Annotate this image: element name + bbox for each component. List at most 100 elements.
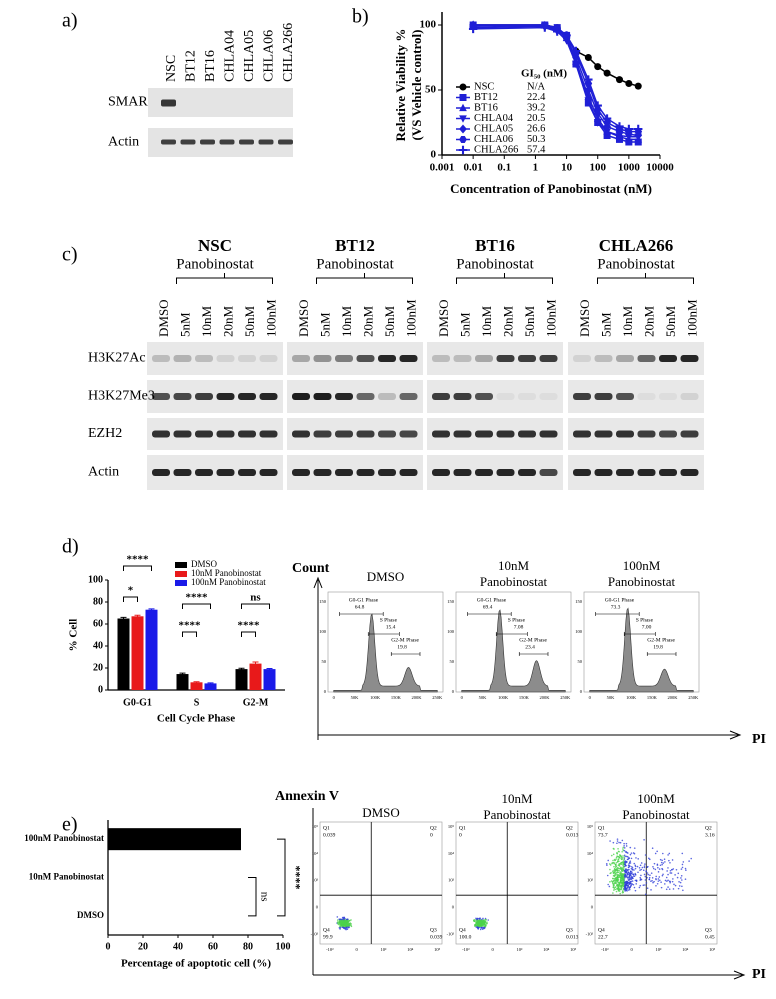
row-label: H3K27Me3 bbox=[88, 389, 155, 404]
event-dot bbox=[619, 871, 621, 873]
event-dot bbox=[622, 860, 625, 862]
band bbox=[161, 139, 176, 145]
event-dot bbox=[639, 879, 642, 881]
event-dot bbox=[667, 854, 669, 856]
event-dot bbox=[634, 867, 637, 870]
y-tick-label: 100 bbox=[447, 629, 455, 634]
event-dot bbox=[631, 873, 633, 875]
event-dot bbox=[628, 857, 630, 860]
event-dot bbox=[627, 866, 630, 869]
event-dot bbox=[484, 921, 487, 924]
significance-label: **** bbox=[289, 866, 303, 890]
quadrant-value: 0.039 bbox=[323, 832, 336, 838]
panel-label: d) bbox=[62, 536, 79, 558]
gate-value: 7.08 bbox=[514, 624, 524, 630]
event-dot bbox=[476, 918, 479, 921]
event-dot bbox=[616, 840, 619, 842]
x-tick-label: 50K bbox=[607, 695, 616, 700]
band bbox=[616, 430, 634, 438]
x-tick-label: 10³ bbox=[517, 947, 524, 952]
event-dot bbox=[613, 875, 616, 878]
quadrant-name: Q2 bbox=[705, 825, 712, 831]
band bbox=[195, 355, 213, 362]
panel-label: a) bbox=[62, 10, 78, 32]
event-dot bbox=[486, 922, 488, 925]
event-dot bbox=[675, 868, 678, 871]
y-tick-label: -10³ bbox=[586, 931, 594, 936]
event-dot bbox=[481, 926, 483, 929]
event-dot bbox=[654, 852, 657, 855]
event-dot bbox=[475, 922, 478, 924]
event-dot bbox=[619, 857, 621, 859]
band bbox=[335, 355, 353, 362]
x-tick-label: 60 bbox=[208, 941, 218, 952]
band bbox=[680, 430, 699, 438]
legend-label: CHLA266 bbox=[474, 144, 518, 155]
lane-label: NSC bbox=[164, 55, 179, 82]
lane-label: BT12 bbox=[184, 50, 199, 82]
marker bbox=[634, 82, 642, 90]
event-dot bbox=[483, 925, 486, 928]
quadrant-value: 100.0 bbox=[459, 934, 472, 940]
band bbox=[573, 393, 591, 400]
event-dot bbox=[662, 873, 664, 876]
event-dot bbox=[646, 866, 649, 869]
y-tick-label: 100 bbox=[575, 629, 583, 634]
event-dot bbox=[633, 886, 636, 889]
gate-name: G0-G1 Phase bbox=[477, 597, 507, 603]
event-dot bbox=[627, 858, 629, 861]
significance-bracket bbox=[123, 596, 138, 602]
gate-name: G0-G1 Phase bbox=[349, 597, 379, 603]
event-dot bbox=[684, 878, 687, 880]
event-dot bbox=[611, 862, 613, 865]
band bbox=[399, 355, 418, 362]
lane-label: CHLA266 bbox=[281, 23, 296, 82]
panel-title: DMSO bbox=[362, 805, 400, 820]
band bbox=[152, 430, 170, 438]
x-tick-label: G2-M bbox=[243, 697, 269, 708]
event-dot bbox=[649, 858, 651, 861]
x-axis-label: Cell Cycle Phase bbox=[157, 713, 235, 725]
event-dot bbox=[635, 883, 638, 885]
lane-label: DMSO bbox=[296, 299, 311, 337]
band bbox=[594, 469, 613, 476]
significance-bracket bbox=[277, 838, 286, 917]
blot bbox=[147, 342, 283, 375]
band bbox=[518, 393, 536, 400]
event-dot bbox=[607, 859, 610, 862]
event-dot bbox=[639, 869, 641, 871]
event-dot bbox=[626, 861, 628, 863]
marker bbox=[624, 124, 634, 134]
event-dot bbox=[620, 873, 622, 876]
event-dot bbox=[637, 858, 639, 860]
axis-title: Annexin V bbox=[275, 789, 339, 804]
error-bar bbox=[266, 668, 273, 670]
band bbox=[216, 469, 235, 476]
x-tick-label: 150K bbox=[647, 695, 658, 700]
y-tick-label: 100 bbox=[420, 19, 437, 31]
band bbox=[238, 355, 256, 362]
y-tick-label: 10⁵ bbox=[587, 824, 594, 829]
event-dot bbox=[642, 869, 645, 872]
event-dot bbox=[343, 918, 345, 921]
event-dot bbox=[485, 918, 488, 921]
event-dot bbox=[644, 884, 646, 886]
band bbox=[453, 430, 472, 438]
treatment-label: Panobinostat bbox=[316, 256, 394, 272]
band bbox=[173, 355, 192, 362]
event-dot bbox=[475, 926, 477, 928]
event-dot bbox=[605, 862, 608, 865]
event-dot bbox=[627, 879, 630, 881]
event-dot bbox=[615, 890, 618, 893]
event-dot bbox=[480, 924, 483, 927]
axis-arrow bbox=[313, 576, 323, 740]
event-dot bbox=[623, 881, 626, 884]
quadrant-value: 0.013 bbox=[566, 832, 579, 838]
event-dot bbox=[345, 920, 347, 923]
event-dot bbox=[609, 864, 612, 866]
band bbox=[637, 430, 656, 438]
lane-label: 100nM bbox=[403, 299, 418, 337]
event-dot bbox=[639, 864, 642, 867]
band bbox=[637, 393, 656, 400]
x-tick-label: 20 bbox=[138, 941, 148, 952]
